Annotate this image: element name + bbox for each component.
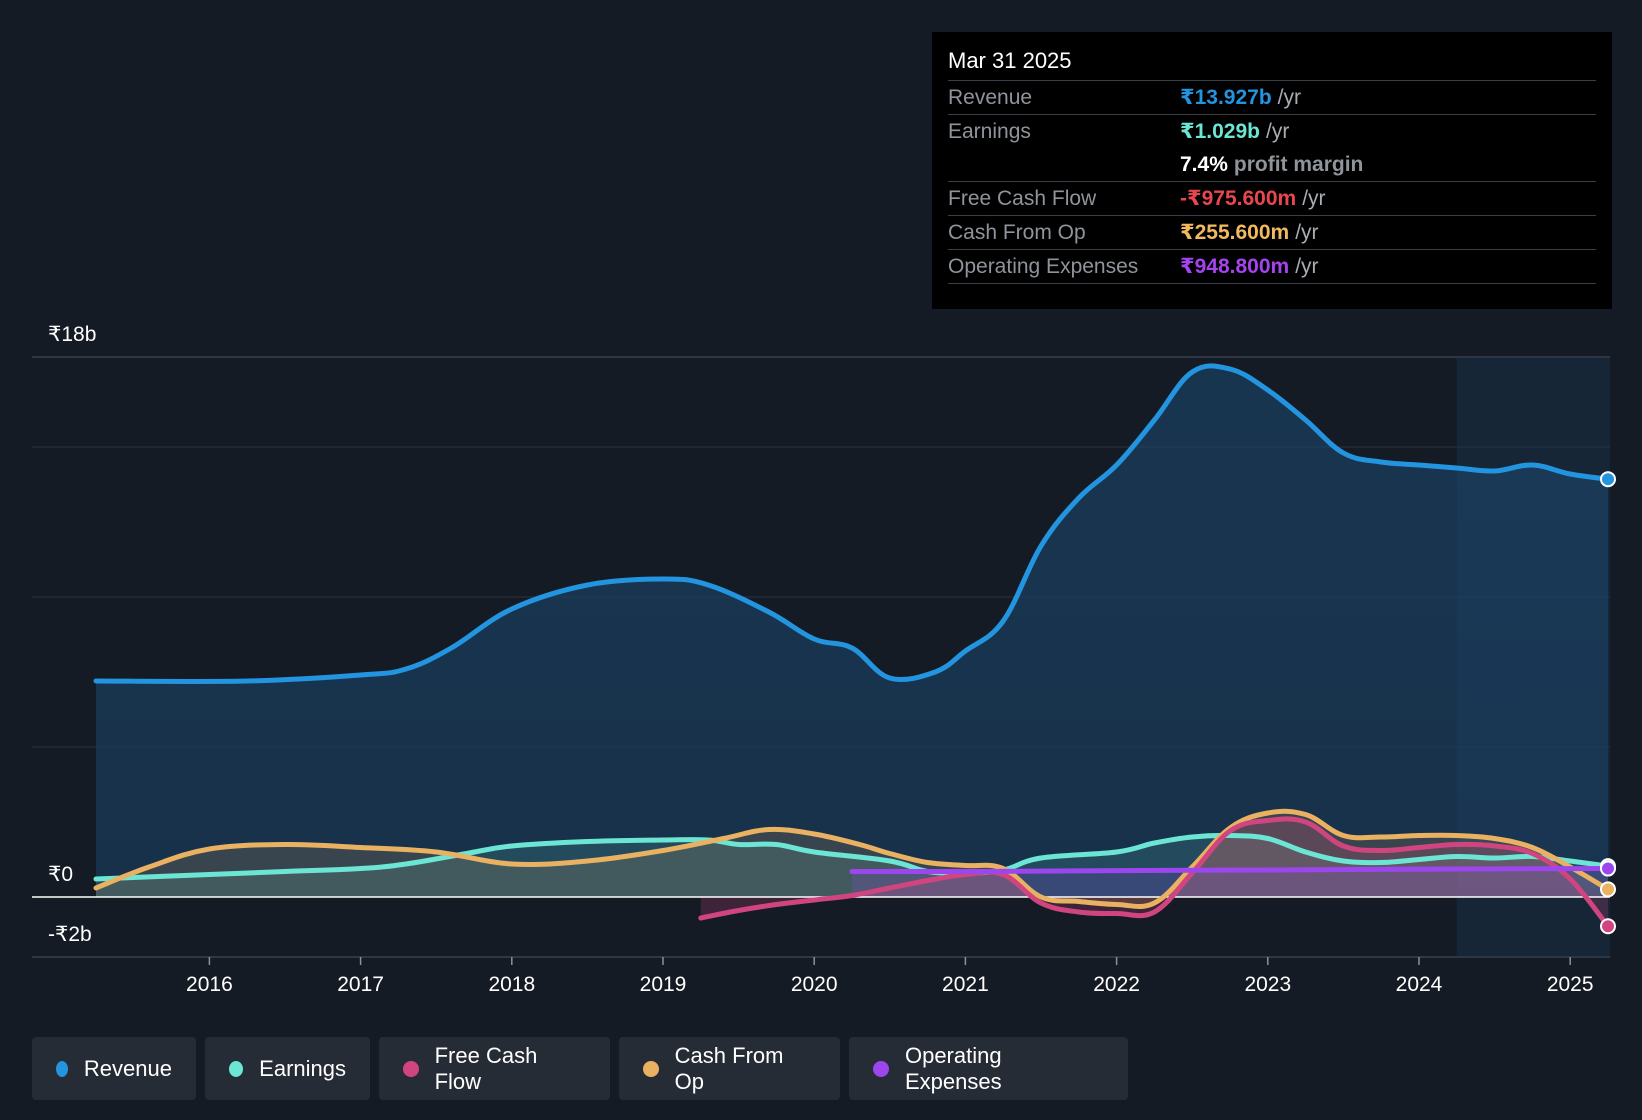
x-tick-label: 2023 — [1244, 973, 1291, 996]
x-tick-label: 2024 — [1396, 973, 1443, 996]
line-free-cash-flow — [698, 816, 1611, 929]
x-tick-label: 2019 — [640, 973, 687, 996]
x-tick-label: 2020 — [791, 973, 838, 996]
legend-label: Operating Expenses — [904, 1042, 1002, 1094]
series-areas — [96, 365, 1608, 927]
tooltip-value: ₹1.029b — [1180, 120, 1260, 143]
tooltip-row-operating-expenses: Operating Expenses ₹948.800m /yr — [948, 250, 1596, 284]
legend-dot-icon — [403, 1060, 419, 1077]
legend-dot-icon — [873, 1060, 889, 1077]
tooltip-row-free-cash-flow: Free Cash Flow -₹975.600m /yr — [948, 182, 1596, 216]
series-lines — [32, 363, 1611, 929]
tooltip-value: ₹13.927b — [1180, 86, 1272, 109]
legend-label: Revenue — [83, 1055, 172, 1081]
y-axis-ticks: ₹18b ₹0 -₹2b — [48, 323, 96, 946]
tooltip-unit: profit margin — [1233, 153, 1364, 176]
tooltip-row-cash-from-op: Cash From Op ₹255.600m /yr — [948, 216, 1596, 250]
line-cash-from-op — [93, 808, 1611, 910]
tooltip-label: Earnings — [948, 120, 1031, 143]
end-marker-free-cash-flow — [1600, 918, 1616, 935]
tooltip-row-earnings: Earnings ₹1.029b /yr — [948, 115, 1596, 148]
y-tick-label: ₹18b — [48, 323, 96, 346]
tooltip-value: 7.4% — [1180, 153, 1228, 176]
legend-item-cash-from-op[interactable]: Cash From Op — [619, 1037, 840, 1100]
tooltip-unit: /yr — [1302, 187, 1326, 210]
end-marker-revenue — [1600, 471, 1616, 488]
legend-dot-icon — [643, 1060, 659, 1077]
x-tick-label: 2016 — [186, 973, 233, 996]
x-axis-ticks: 2016 2017 2018 2019 2020 2021 2022 2023 2024 2025 — [186, 957, 1594, 996]
tooltip-value: ₹948.800m — [1180, 255, 1290, 278]
legend-item-earnings[interactable]: Earnings — [205, 1037, 370, 1100]
area-operating-expenses — [852, 868, 1608, 897]
legend: Revenue Earnings Free Cash Flow Cash Fro… — [32, 1037, 1128, 1100]
series-end-markers — [1600, 471, 1616, 935]
legend-item-free-cash-flow[interactable]: Free Cash Flow — [379, 1037, 610, 1100]
x-tick-label: 2017 — [337, 973, 384, 996]
tooltip-value: -₹975.600m — [1180, 187, 1297, 210]
x-tick-label: 2021 — [942, 973, 989, 996]
legend-label: Cash From Op — [674, 1042, 784, 1094]
tooltip-unit: /yr — [1295, 255, 1319, 278]
legend-dot-icon — [229, 1060, 244, 1077]
tooltip-unit: /yr — [1295, 221, 1319, 244]
area-earnings — [96, 835, 1608, 897]
tooltip-unit: /yr — [1277, 86, 1301, 109]
end-marker-cash-from-op — [1600, 881, 1616, 898]
legend-item-operating-expenses[interactable]: Operating Expenses — [849, 1037, 1128, 1100]
x-tick-label: 2022 — [1093, 973, 1140, 996]
tooltip-label — [948, 148, 1180, 181]
x-tick-label: 2025 — [1547, 973, 1594, 996]
legend-dot-icon — [56, 1060, 68, 1077]
legend-item-revenue[interactable]: Revenue — [32, 1037, 196, 1100]
tooltip-label: Revenue — [948, 86, 1033, 109]
tooltip-unit: /yr — [1266, 120, 1290, 143]
y-tick-label: -₹2b — [48, 923, 92, 946]
tooltip-panel: Mar 31 2025 Revenue ₹13.927b /yr Earning… — [932, 32, 1612, 309]
tooltip-value: ₹255.600m — [1180, 221, 1290, 244]
line-operating-expenses — [849, 866, 1611, 875]
legend-label: Earnings — [259, 1055, 346, 1081]
tooltip-date: Mar 31 2025 — [948, 46, 1596, 81]
legend-label: Free Cash Flow — [434, 1042, 538, 1094]
tooltip-label: Operating Expenses — [948, 255, 1139, 278]
line-revenue — [93, 363, 1611, 684]
tooltip-row-profit-margin: 7.4% profit margin — [948, 148, 1596, 182]
area-revenue — [96, 365, 1608, 897]
tooltip-label: Free Cash Flow — [948, 187, 1097, 210]
x-tick-label: 2018 — [488, 973, 535, 996]
end-marker-operating-expenses — [1600, 860, 1616, 877]
y-tick-label: ₹0 — [48, 863, 73, 886]
tooltip-row-revenue: Revenue ₹13.927b /yr — [948, 81, 1596, 115]
tooltip-label: Cash From Op — [948, 221, 1086, 244]
